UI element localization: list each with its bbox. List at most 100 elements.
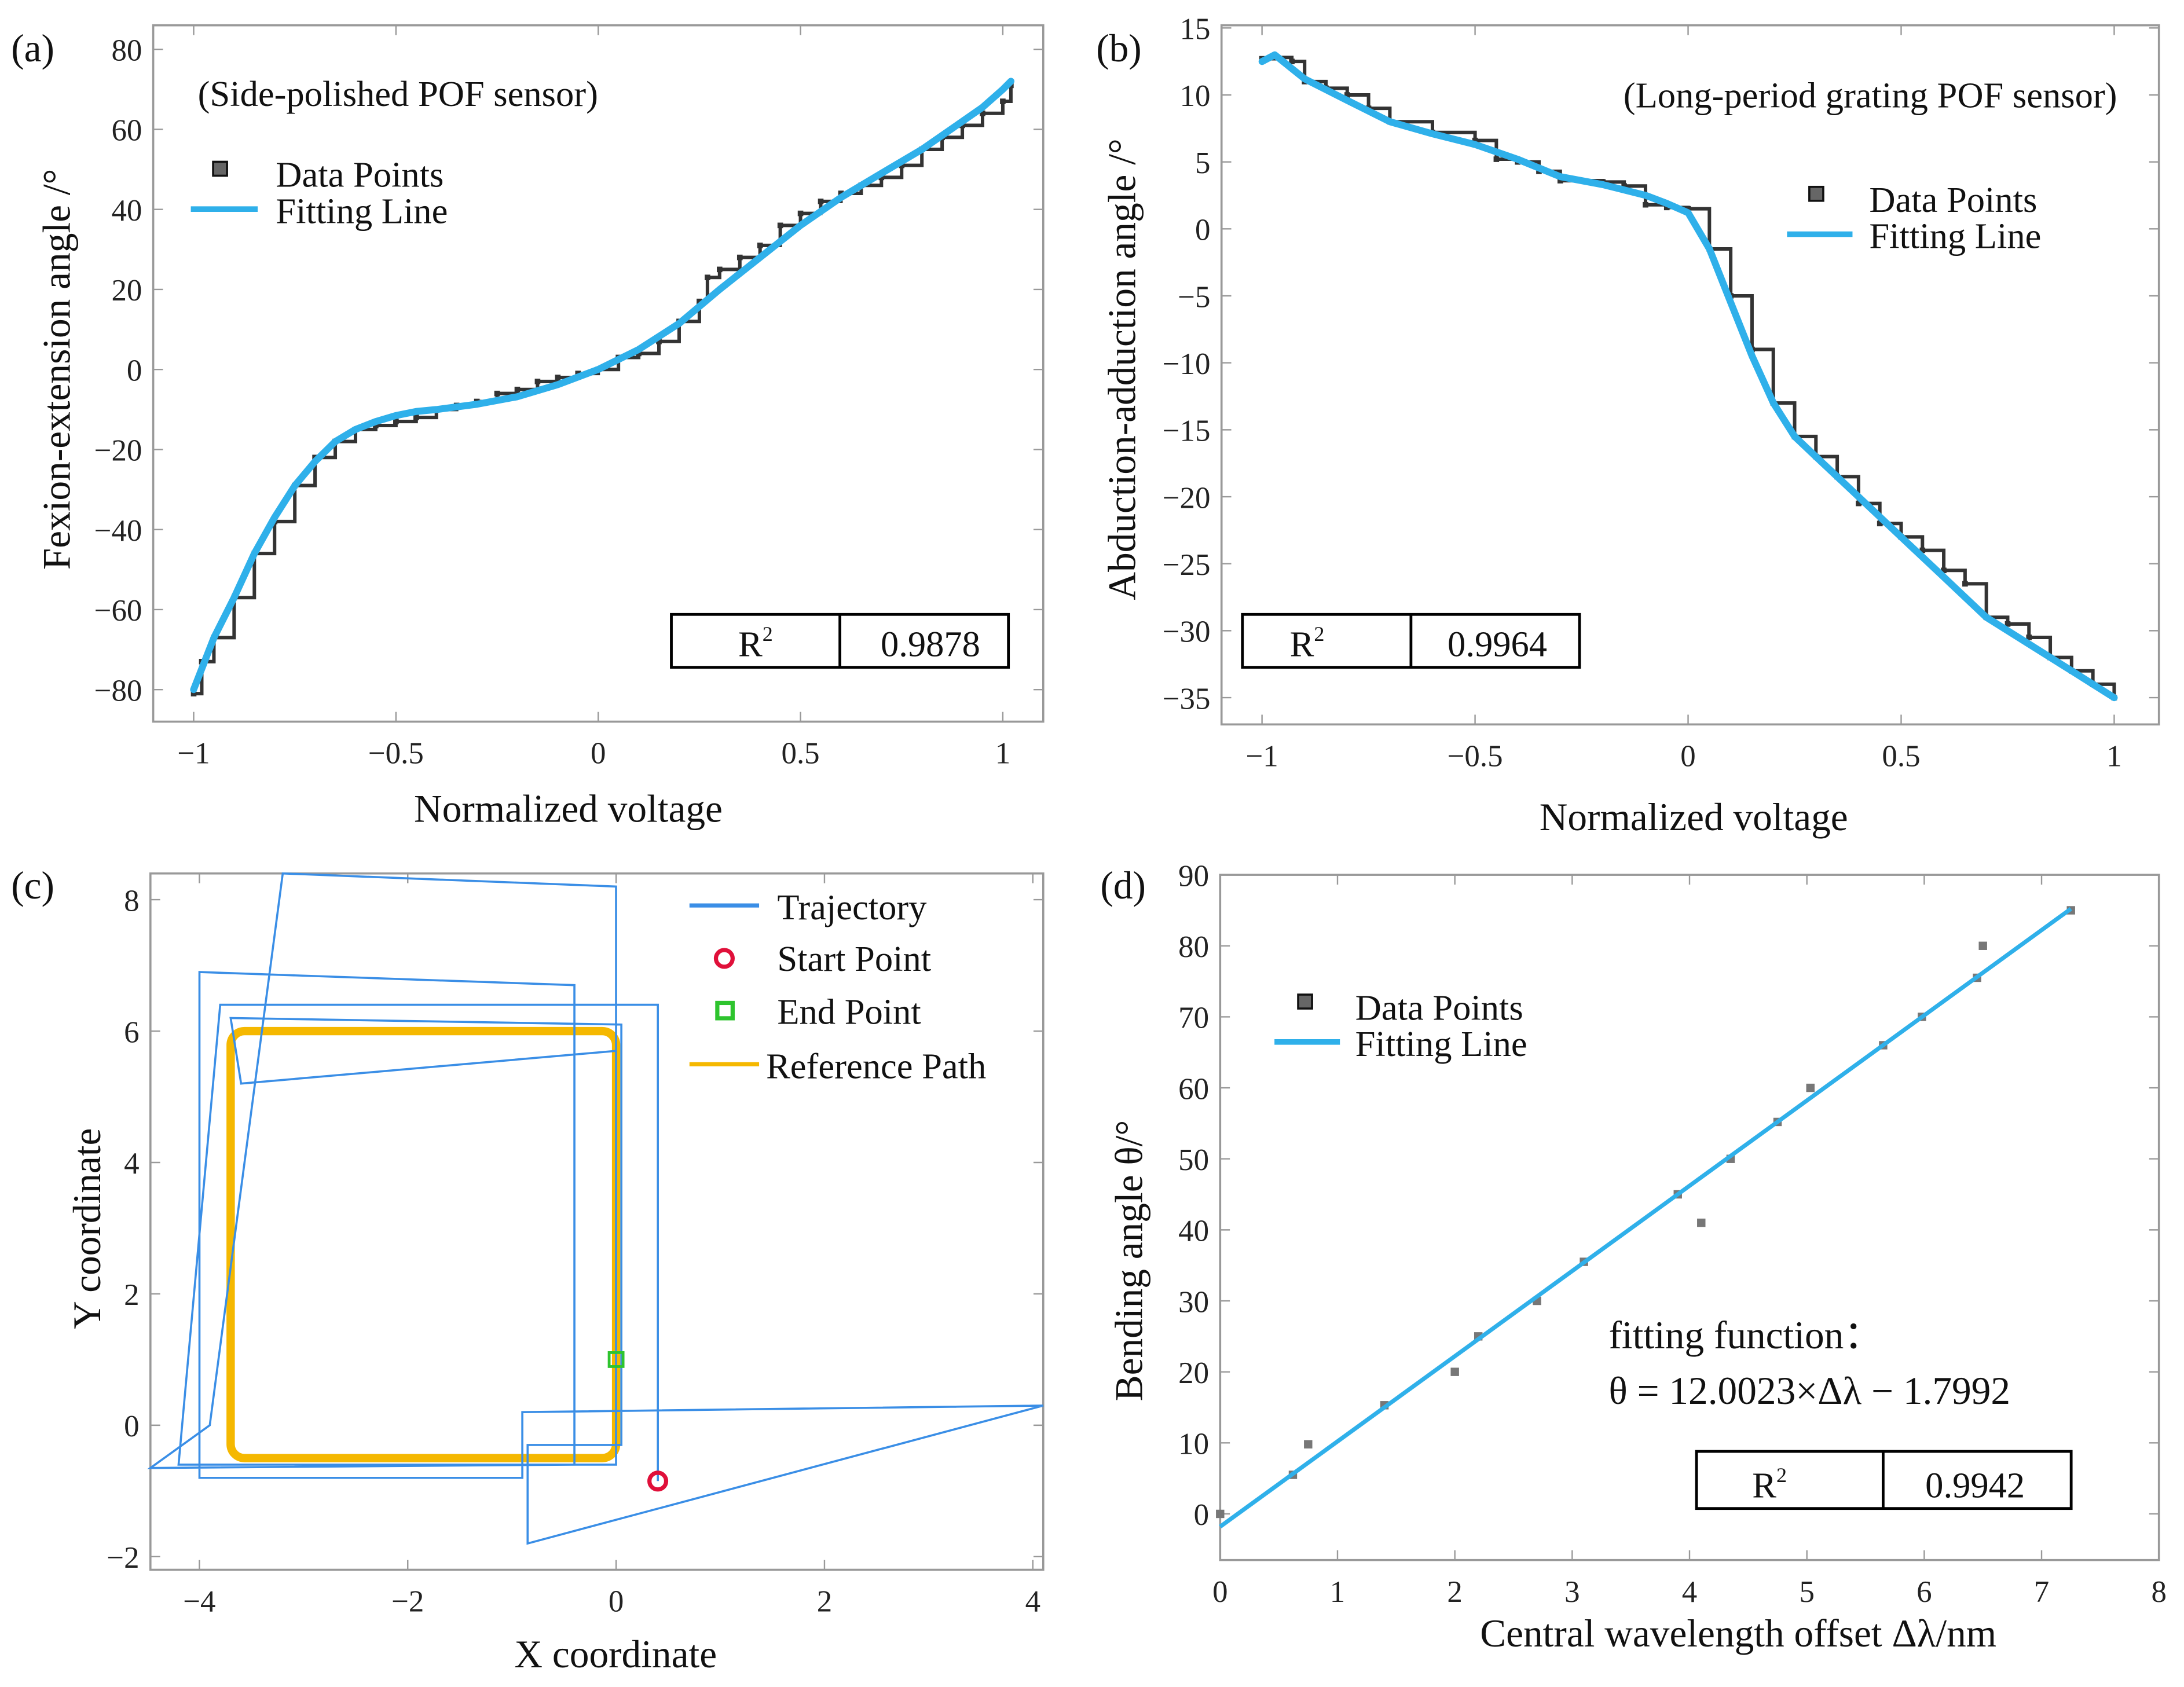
data-point xyxy=(1941,567,1947,574)
x-tick-label: 1 xyxy=(995,737,1010,771)
data-point xyxy=(2026,635,2032,640)
panel-label-c: (c) xyxy=(11,864,54,907)
y-tick-label: −60 xyxy=(94,594,142,628)
data-point xyxy=(818,199,824,204)
data-point xyxy=(494,390,500,397)
y-tick-label: 0 xyxy=(124,1410,139,1443)
xlabel-d: Central wavelength offset Δλ/nm xyxy=(1480,1612,1996,1655)
panel-b: −1 −0.5 0 0.5 1 −35 −30 −25 −20 −15 −10 −5 0 5 10 15 xyxy=(1163,13,2160,773)
data-point xyxy=(1493,156,1500,162)
r2-label-d: R xyxy=(1752,1465,1776,1505)
x-tick-label: 0.5 xyxy=(1882,739,1920,773)
y-tick-label: 70 xyxy=(1178,1002,1209,1035)
data-point xyxy=(1000,98,1006,104)
x-tick-label: 3 xyxy=(1564,1575,1580,1609)
plot-area xyxy=(1220,24,2160,726)
legend-fit-d: Fitting Line xyxy=(1355,1024,1527,1064)
data-point xyxy=(190,691,197,696)
xlabel-c: X coordinate xyxy=(514,1633,717,1676)
data-point xyxy=(1643,201,1648,208)
x-tick-label: 7 xyxy=(2034,1575,2049,1609)
r2-label-a: R xyxy=(738,624,763,664)
data-point xyxy=(373,423,379,428)
r2-table-a: R2 0.9878 xyxy=(670,613,1010,669)
data-point xyxy=(534,379,541,384)
y-tick-label: 5 xyxy=(1195,146,1210,180)
x-tick-label: −0.5 xyxy=(368,737,424,771)
data-point xyxy=(555,375,561,380)
y-tick-label: −30 xyxy=(1163,615,1211,649)
data-point xyxy=(1806,1083,1815,1092)
r2-table-b: R2 0.9964 xyxy=(1241,613,1581,669)
panel-c: −4 −2 0 2 4 −2 0 2 4 6 8 xyxy=(107,872,1045,1619)
fitting-line xyxy=(1258,51,2118,702)
data-point xyxy=(1663,204,1670,211)
panel-label-d: (d) xyxy=(1100,864,1146,907)
y-tick-label: 80 xyxy=(111,34,142,67)
data-point xyxy=(1978,941,1987,950)
legend-data-b: Data Points xyxy=(1869,179,2037,220)
legend-marker-data-d xyxy=(1297,993,1313,1010)
y-tick-label: −2 xyxy=(107,1541,139,1575)
legend-marker-data-b xyxy=(1808,185,1824,202)
x-tick-label: 6 xyxy=(1917,1575,1932,1609)
y-tick-label: −80 xyxy=(94,674,142,707)
y-tick-label: −35 xyxy=(1163,682,1211,716)
legend-start: Start Point xyxy=(777,938,931,979)
y-tick-label: 40 xyxy=(111,194,142,228)
y-tick-label: −20 xyxy=(1163,481,1211,515)
r2-label-b: R xyxy=(1290,624,1314,664)
y-tick-label: 60 xyxy=(111,114,142,148)
data-point xyxy=(514,386,521,393)
annotation-b: (Long-period grating POF sensor) xyxy=(1624,75,2117,116)
trajectory-line xyxy=(147,872,1044,1545)
data-point xyxy=(1962,581,1968,587)
y-tick-label: 8 xyxy=(124,884,139,918)
x-tick-label: 0 xyxy=(1680,739,1695,773)
y-tick-label: −5 xyxy=(1178,280,1210,314)
x-tick-label: −2 xyxy=(391,1585,424,1619)
x-tick-label: 2 xyxy=(817,1585,832,1619)
data-point xyxy=(757,243,763,248)
data-point xyxy=(736,254,743,261)
x-tick-label: 0 xyxy=(609,1585,624,1619)
y-tick-label: 30 xyxy=(1178,1285,1209,1319)
y-tick-label: 80 xyxy=(1178,930,1209,964)
x-tick-label: 4 xyxy=(1025,1585,1040,1619)
y-tick-label: 15 xyxy=(1180,13,1211,46)
data-point xyxy=(1216,1509,1225,1519)
y-tick-label: 4 xyxy=(124,1147,139,1180)
y-tick-label: −40 xyxy=(94,514,142,548)
y-tick-label: 20 xyxy=(111,274,142,307)
y-tick-label: 20 xyxy=(1178,1356,1209,1390)
data-point xyxy=(1557,178,1563,184)
x-tick-label: 0.5 xyxy=(782,737,820,771)
data-point xyxy=(1856,500,1861,507)
xlabel-b: Normalized voltage xyxy=(1540,795,1848,839)
fit-title-d: fitting function： xyxy=(1608,1314,1882,1357)
legend-marker-start xyxy=(713,948,735,969)
legend-fit-b: Fitting Line xyxy=(1869,216,2041,256)
reference-path xyxy=(226,1026,621,1462)
data-point xyxy=(1472,137,1478,144)
r2-table-d: R2 0.9942 xyxy=(1695,1450,2073,1510)
data-point xyxy=(1919,547,1926,553)
legend-marker-data-a xyxy=(212,160,228,177)
data-point xyxy=(797,210,804,217)
y-tick-label: 0 xyxy=(1194,1498,1209,1532)
r2-sup-a: 2 xyxy=(763,622,773,646)
data-point xyxy=(1344,92,1350,98)
x-tick-label: −0.5 xyxy=(1448,739,1503,773)
data-point xyxy=(717,266,723,273)
start-point xyxy=(647,1470,669,1492)
plot-area xyxy=(149,872,1045,1571)
ylabel-c: Y coordinate xyxy=(65,1128,109,1329)
y-tick-label: 90 xyxy=(1178,859,1209,893)
y-tick-label: −10 xyxy=(1163,347,1211,381)
legend-fit-a: Fitting Line xyxy=(276,190,448,231)
legend-data-a: Data Points xyxy=(276,155,444,195)
r2-value-b: 0.9964 xyxy=(1448,624,1547,664)
r2-value-d: 0.9942 xyxy=(1925,1465,2025,1505)
y-tick-label: −15 xyxy=(1163,415,1211,448)
